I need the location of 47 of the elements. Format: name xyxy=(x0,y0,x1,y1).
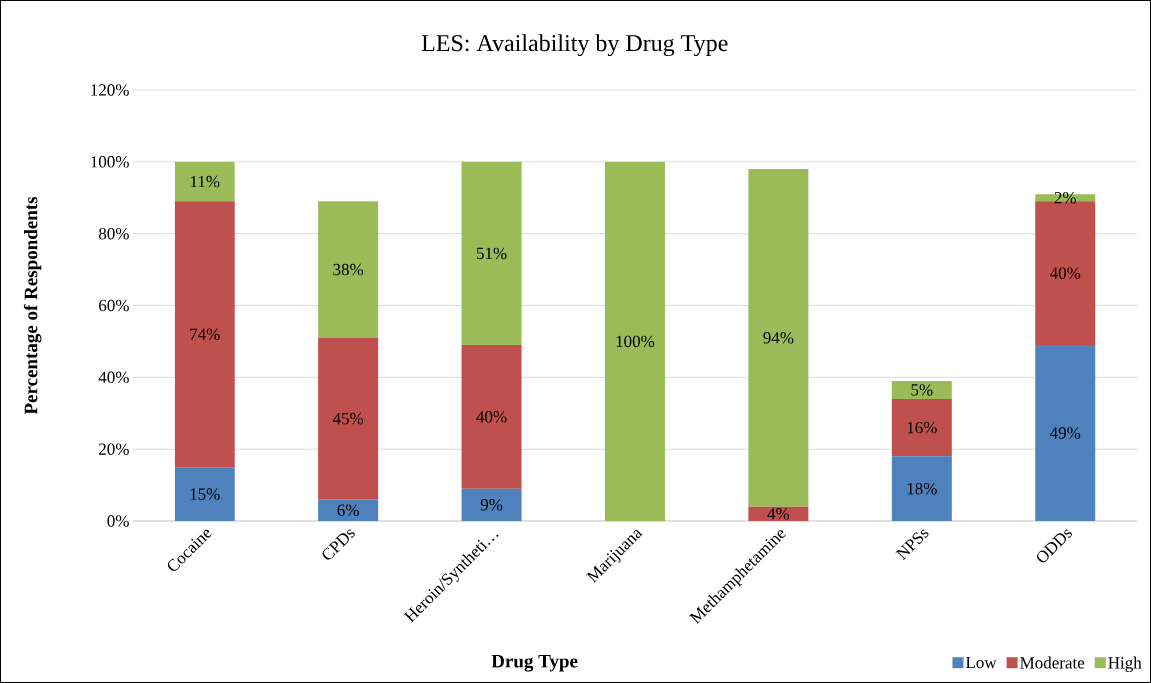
data-label: 16% xyxy=(907,421,937,434)
y-tick-label: 0% xyxy=(107,515,129,527)
bar xyxy=(748,169,809,507)
data-label: 51% xyxy=(476,247,507,260)
data-label: 4% xyxy=(767,508,790,520)
legend-label: High xyxy=(1108,656,1142,673)
data-label: 74% xyxy=(190,328,220,340)
bar xyxy=(1035,345,1096,521)
bar xyxy=(1035,194,1096,202)
x-axis-title: Drug Type xyxy=(491,654,578,672)
bar xyxy=(891,398,952,457)
bar xyxy=(318,499,379,521)
data-label: 18% xyxy=(907,482,937,495)
bar xyxy=(174,161,235,202)
bar xyxy=(318,337,379,500)
y-tick-label: 100% xyxy=(91,156,129,168)
y-axis-title: Percentage of Respondents xyxy=(23,196,42,415)
chart-title: LES: Availability by Drug Type xyxy=(421,34,728,57)
bar xyxy=(604,161,665,521)
bar xyxy=(461,161,522,346)
data-label: 11% xyxy=(190,175,220,188)
data-label: 40% xyxy=(1049,267,1081,279)
data-label: 100% xyxy=(616,335,655,348)
y-tick-label: 20% xyxy=(99,443,129,455)
data-label: 2% xyxy=(1054,191,1076,204)
y-tick-label: 60% xyxy=(99,299,129,312)
data-label: 45% xyxy=(332,412,364,425)
y-tick-label: 40% xyxy=(98,371,129,384)
data-label: 9% xyxy=(480,499,503,511)
data-label: 15% xyxy=(190,488,220,500)
data-label: 5% xyxy=(911,384,933,396)
legend-label: Low xyxy=(965,656,997,669)
bar xyxy=(174,467,235,521)
bar xyxy=(891,456,952,521)
data-label: 94% xyxy=(763,332,794,344)
legend-label: Moderate xyxy=(1020,656,1085,669)
data-label: 49% xyxy=(1049,427,1081,439)
bar xyxy=(461,345,522,489)
bar xyxy=(318,201,379,338)
bar xyxy=(891,380,952,399)
y-tick-label: 120% xyxy=(91,84,129,96)
data-label: 6% xyxy=(337,504,359,516)
data-label: 38% xyxy=(333,263,364,276)
y-tick-label: 80% xyxy=(98,227,129,240)
bar xyxy=(461,488,522,521)
data-label: 40% xyxy=(476,411,507,423)
bar xyxy=(174,201,235,468)
